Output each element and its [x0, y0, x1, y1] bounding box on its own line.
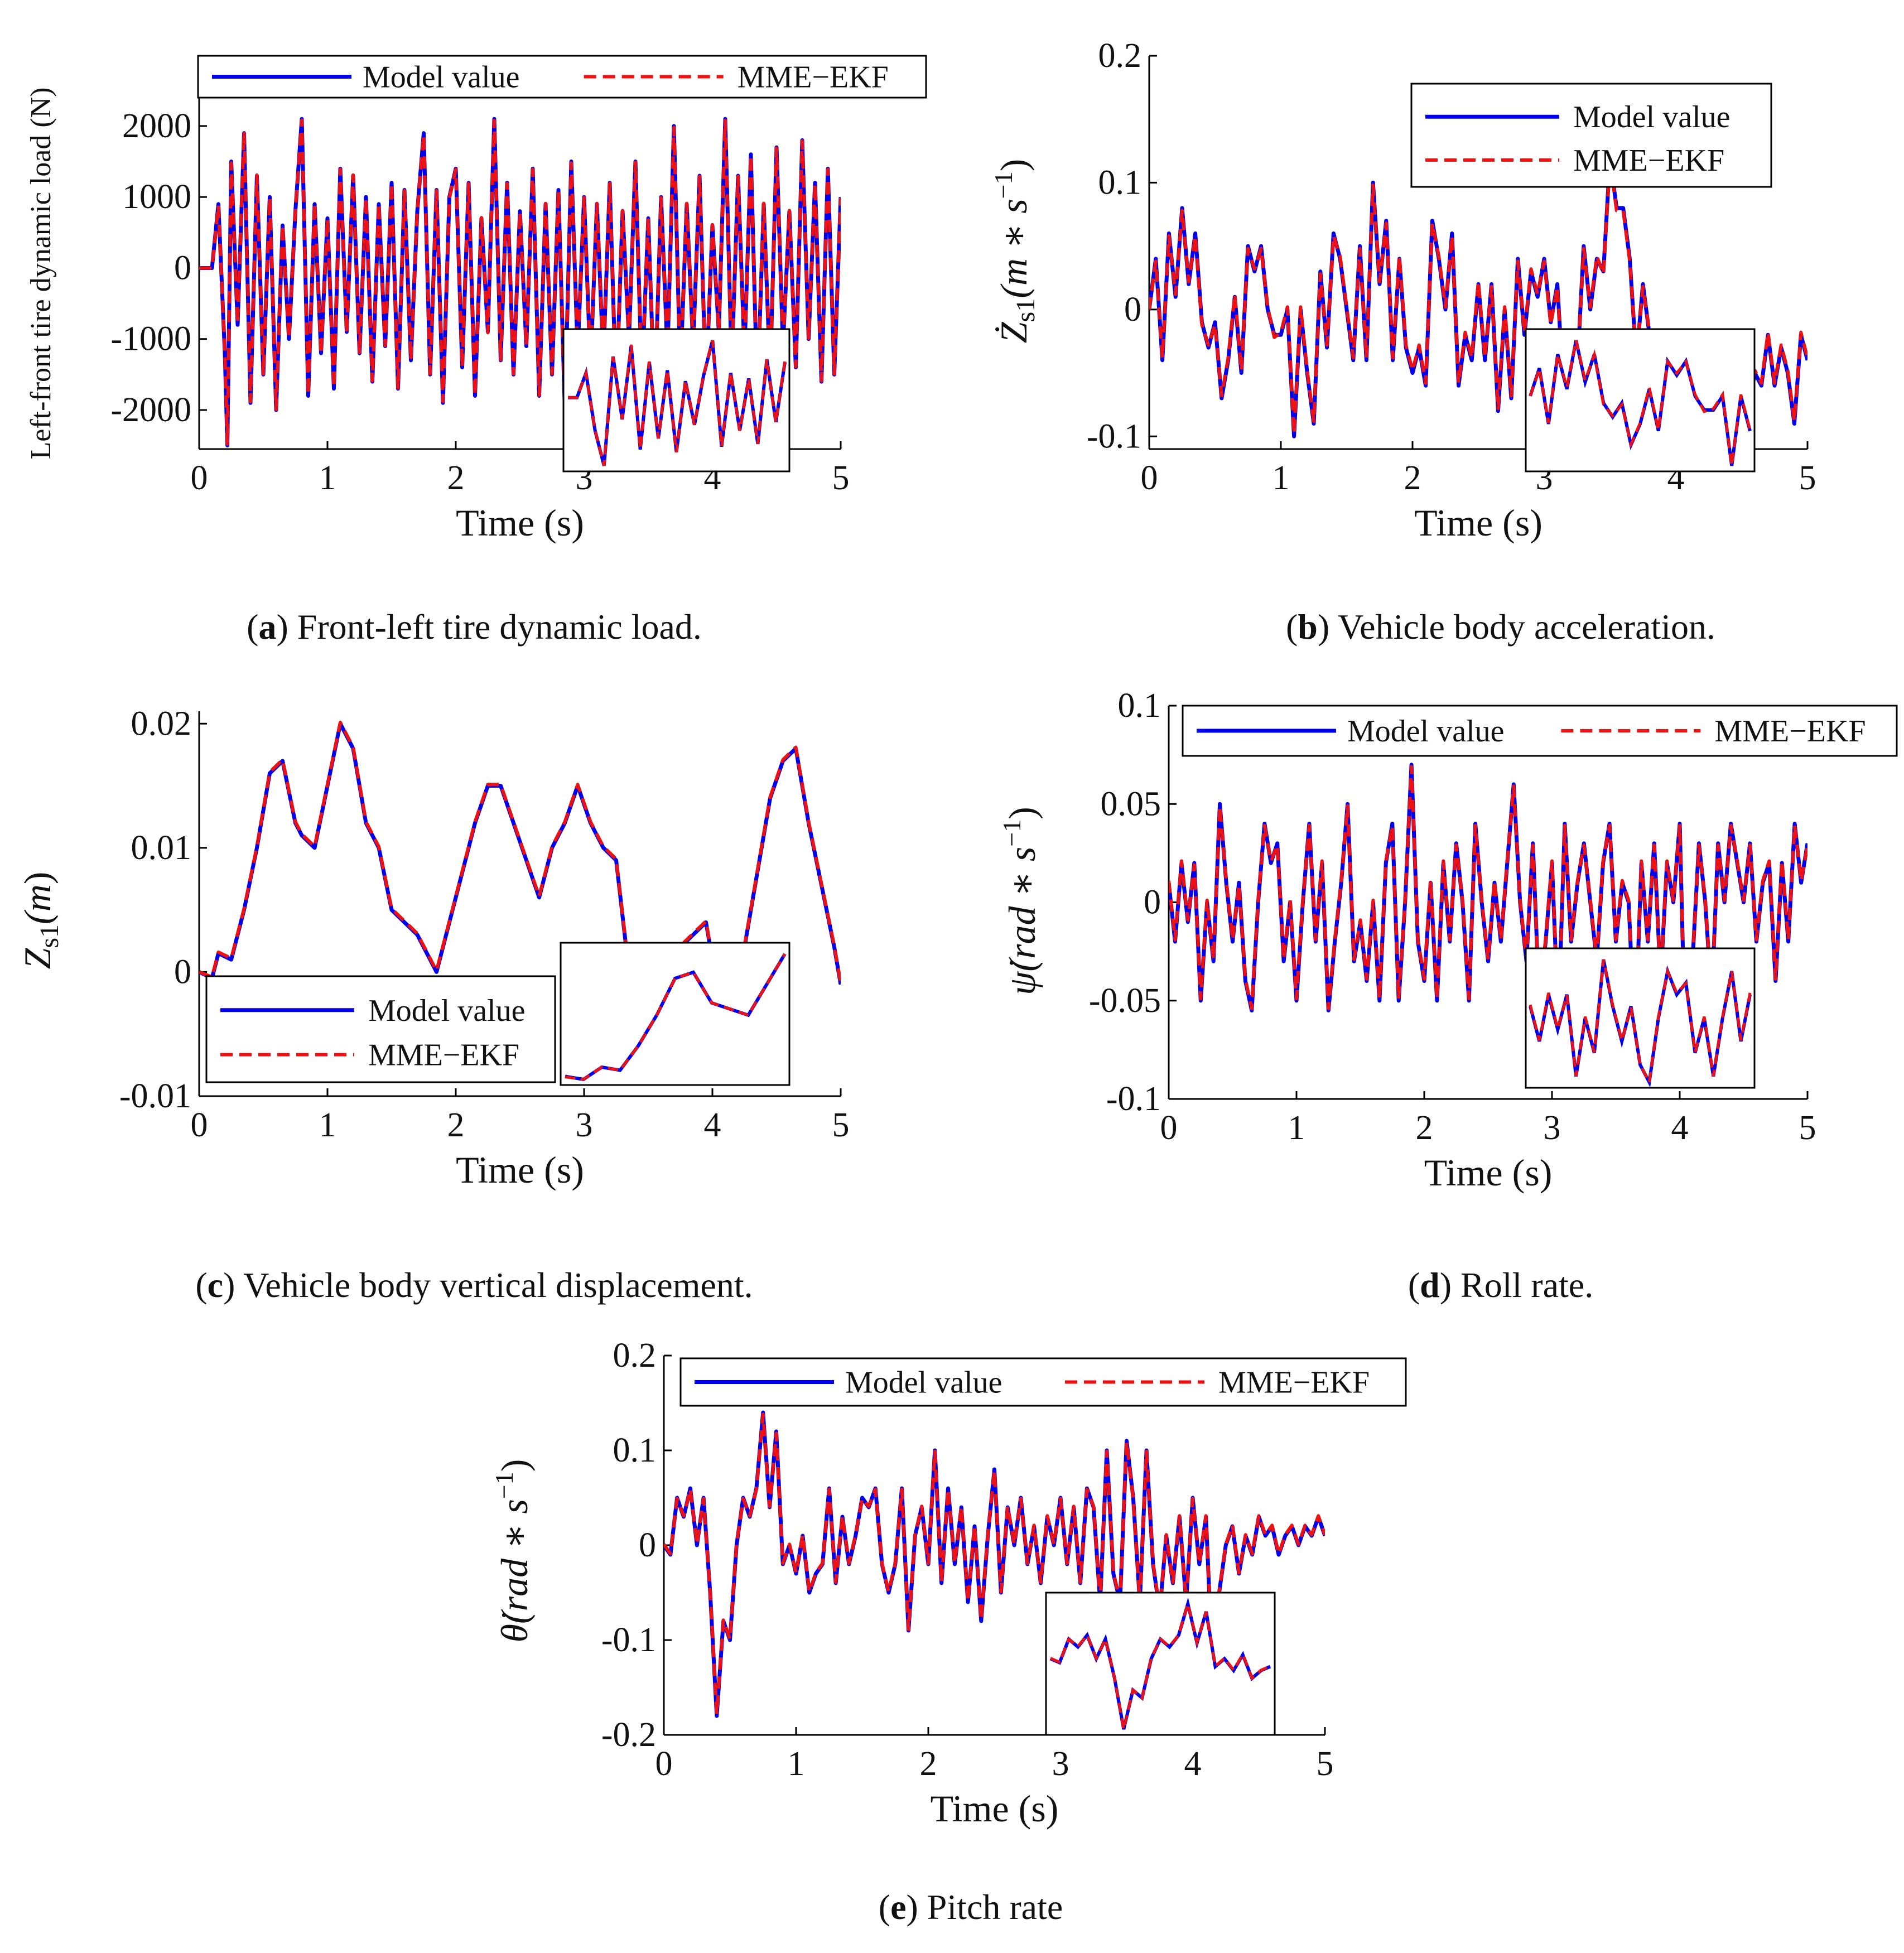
x-tick-label: 1: [788, 1745, 805, 1783]
series-line-estimate: [199, 118, 841, 446]
y-tick-label: 2000: [122, 107, 191, 145]
y-axis-label: Żs1(m ∗ s−1): [989, 159, 1040, 344]
y-tick-label: 1000: [122, 178, 191, 216]
legend-label-estimate: MME−EKF: [1218, 1366, 1370, 1400]
x-tick-label: 5: [1799, 1109, 1816, 1147]
y-tick-label: 0: [174, 953, 191, 991]
y-tick-label: -0.1: [1106, 1080, 1161, 1118]
y-tick-label: 0.02: [131, 705, 192, 742]
chart-panel-e: 0 1 2 3 4 5 -0.2 -0.1 0 0.1 0.2 Time (s) θ̇(rad ∗ s−…: [490, 1337, 1407, 1927]
y-axis-label: θ̇(rad ∗ s−1): [490, 1459, 536, 1643]
x-tick-label: 3: [576, 1106, 593, 1144]
y-tick-label: -1000: [110, 320, 191, 358]
x-tick-label: 0: [191, 459, 208, 497]
x-tick-label: 3: [1544, 1109, 1561, 1147]
x-tick-label: 2: [1404, 459, 1421, 497]
y-tick-label: -0.2: [601, 1716, 656, 1754]
x-tick-label: 5: [832, 459, 850, 497]
inset-line-estimate: [565, 953, 787, 1081]
legend-label-model: Model value: [363, 60, 519, 95]
x-tick-label: 0: [655, 1745, 673, 1783]
legend-label-model: Model value: [368, 994, 525, 1028]
x-axis-label: Time (s): [456, 1149, 584, 1191]
panel-caption: (c) Vehicle body vertical displacement.: [195, 1265, 753, 1305]
legend-label-model: Model value: [1347, 714, 1504, 749]
x-tick-label: 4: [704, 1106, 721, 1144]
y-tick-label: 0.1: [613, 1431, 657, 1469]
inset-line-estimate: [1529, 340, 1752, 466]
series-line-estimate: [1149, 158, 1807, 436]
y-axis-label: Zs1(m): [16, 872, 64, 970]
x-tick-label: 2: [447, 1106, 465, 1144]
x-tick-label: 2: [1416, 1109, 1433, 1147]
legend-label-estimate: MME−EKF: [368, 1038, 519, 1073]
x-tick-label: 0: [191, 1106, 208, 1144]
panel-caption: (e) Pitch rate: [879, 1887, 1063, 1927]
legend-label-estimate: MME−EKF: [1573, 143, 1724, 178]
y-tick-label: 0: [174, 249, 191, 287]
panel-caption: (a) Front-left tire dynamic load.: [247, 607, 702, 647]
y-tick-label: 0.01: [131, 829, 192, 867]
y-tick-label: -0.1: [1087, 417, 1141, 455]
x-tick-label: 5: [1799, 459, 1816, 497]
legend-box: [1410, 83, 1772, 188]
x-tick-label: 0: [1160, 1109, 1178, 1147]
y-tick-label: 0: [1124, 291, 1141, 329]
y-tick-label: -0.01: [119, 1077, 191, 1115]
y-tick-label: 0.1: [1098, 163, 1142, 201]
x-tick-label: 1: [319, 1106, 336, 1144]
series-line-estimate: [1169, 765, 1807, 1079]
inset-zoom-box: [560, 942, 790, 1086]
legend-label-estimate: MME−EKF: [1714, 714, 1866, 749]
inset-zoom-box: [1045, 1592, 1276, 1736]
chart-panel-d: 0 1 2 3 4 5 -0.1 -0.05 0 0.05 0.1 Time (s) ψ̇(rad ∗ …: [997, 687, 1898, 1305]
y-axis-label: Left-front tire dynamic load (N): [25, 87, 57, 459]
x-tick-label: 1: [1288, 1109, 1305, 1147]
x-axis-label: Time (s): [931, 1787, 1059, 1830]
x-tick-label: 4: [1184, 1745, 1202, 1783]
panel-caption: (b) Vehicle body acceleration.: [1286, 607, 1715, 647]
x-tick-label: 1: [1272, 459, 1290, 497]
x-tick-label: 3: [1052, 1745, 1069, 1783]
x-tick-label: 2: [447, 459, 465, 497]
x-tick-label: 0: [1141, 459, 1158, 497]
x-axis-label: Time (s): [1424, 1151, 1553, 1194]
legend-box: [205, 975, 556, 1083]
y-tick-label: 0: [639, 1526, 656, 1564]
legend-label-model: Model value: [845, 1366, 1002, 1400]
inset-line-estimate: [1049, 1598, 1271, 1730]
inset-line-estimate: [1529, 959, 1752, 1087]
panel-caption: (d) Roll rate.: [1408, 1265, 1593, 1305]
y-tick-label: -0.05: [1089, 982, 1161, 1020]
inset-zoom-box: [1525, 328, 1756, 472]
y-tick-label: 0.05: [1101, 785, 1161, 823]
y-tick-label: -0.1: [601, 1621, 656, 1659]
x-tick-label: 1: [319, 459, 336, 497]
x-tick-label: 5: [1317, 1745, 1334, 1783]
inset-line-estimate: [568, 340, 787, 466]
x-tick-label: 5: [832, 1106, 850, 1144]
legend-label-estimate: MME−EKF: [738, 60, 889, 95]
y-tick-label: 0.1: [1118, 687, 1161, 725]
y-axis-label: ψ̇(rad ∗ s−1): [997, 807, 1043, 995]
legend-label-model: Model value: [1573, 100, 1730, 134]
x-tick-label: 4: [1671, 1109, 1689, 1147]
y-tick-label: 0.2: [613, 1337, 657, 1375]
x-axis-label: Time (s): [1414, 501, 1543, 544]
y-tick-label: 0: [1144, 884, 1161, 922]
x-axis-label: Time (s): [456, 501, 584, 544]
x-tick-label: 2: [920, 1745, 937, 1783]
y-tick-label: 0.2: [1098, 37, 1142, 75]
y-tick-label: -2000: [110, 391, 191, 429]
